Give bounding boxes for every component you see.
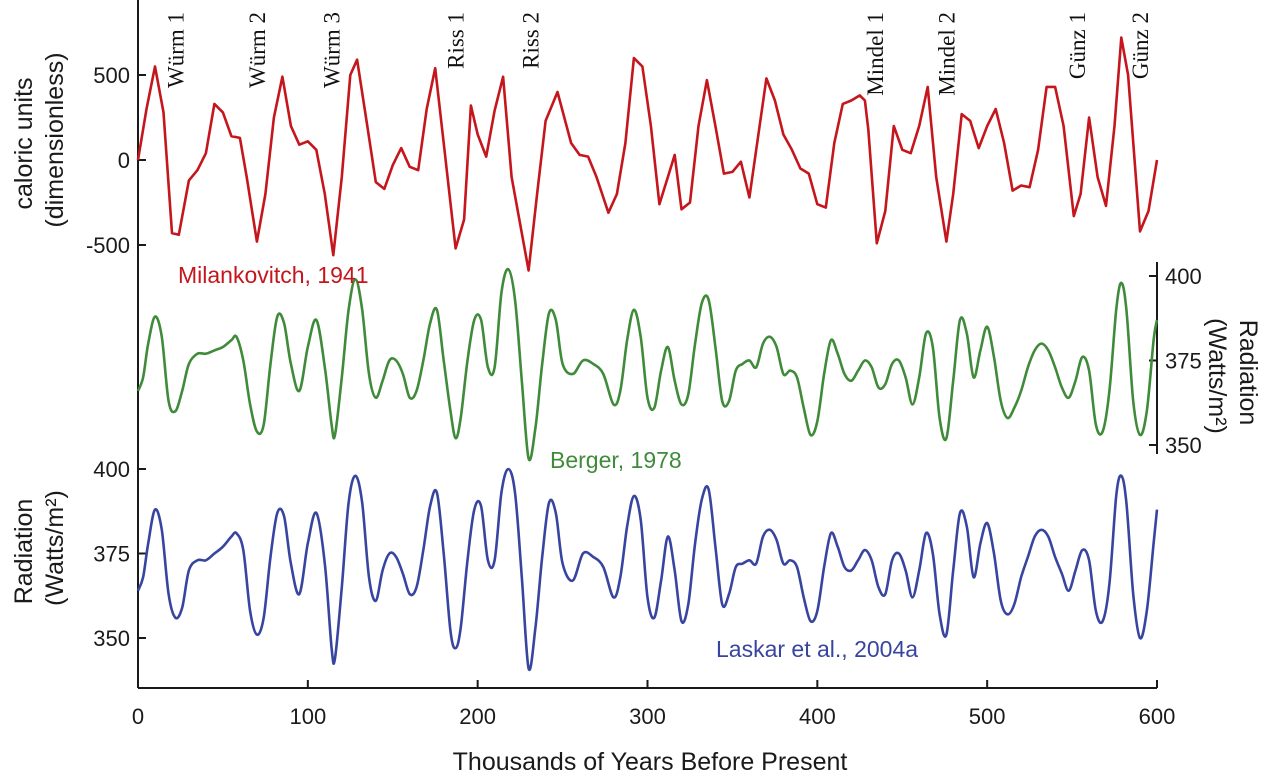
x-tick-label-6: 600 — [1139, 704, 1176, 729]
y-axis-title-laskar-line1: Radiation — [10, 499, 38, 605]
glacial-label-7: Günz 1 — [1065, 12, 1090, 79]
y-axis-title-milankovitch: caloric units (dimensionless) — [10, 52, 69, 227]
y-tick-label-s0-0: 500 — [93, 63, 130, 88]
y-tick-label-s1-2: 350 — [1165, 433, 1202, 458]
y-axis-title-milankovitch-line2: (dimensionless) — [41, 52, 69, 227]
y-axis-title-laskar-line2: (Watts/m²) — [41, 490, 69, 606]
glacial-label-2: Würm 3 — [320, 12, 345, 88]
x-tick-label-0: 0 — [132, 704, 144, 729]
y-tick-label-s2-2: 350 — [93, 626, 130, 651]
y-tick-label-s0-2: -500 — [86, 233, 130, 258]
glacial-label-1: Würm 2 — [245, 12, 270, 88]
series-label-berger: Berger, 1978 — [550, 447, 682, 473]
series-line-2 — [136, 467, 1159, 672]
y-axis-title-laskar: Radiation (Watts/m²) — [10, 490, 69, 606]
glacial-label-6: Mindel 2 — [934, 12, 959, 96]
glacial-label-8: Günz 2 — [1128, 12, 1153, 79]
glacial-label-3: Riss 1 — [444, 12, 469, 69]
y-tick-label-s2-0: 400 — [93, 457, 130, 482]
y-tick-label-s0-1: 0 — [118, 148, 130, 173]
glacial-label-4: Riss 2 — [518, 12, 543, 69]
x-tick-label-2: 200 — [459, 704, 496, 729]
series-line-0 — [136, 36, 1159, 272]
y-tick-label-s2-1: 375 — [93, 542, 130, 567]
y-axis-title-berger: Radiation (Watts/m²) — [1203, 318, 1262, 434]
series-label-laskar: Laskar et al., 2004a — [716, 636, 918, 662]
x-tick-label-1: 100 — [289, 704, 326, 729]
glacial-label-5: Mindel 1 — [863, 12, 888, 96]
x-tick-label-4: 400 — [799, 704, 836, 729]
series-label-milankovitch: Milankovitch, 1941 — [178, 262, 369, 288]
y-axis-title-berger-line1: Radiation — [1234, 320, 1262, 426]
series-line-1 — [136, 267, 1159, 462]
x-tick-label-3: 300 — [629, 704, 666, 729]
y-axis-title-milankovitch-line1: caloric units — [10, 77, 38, 209]
y-tick-label-s1-1: 375 — [1165, 349, 1202, 374]
x-axis-title: Thousands of Years Before Present — [453, 748, 848, 773]
y-axis-title-berger-line2: (Watts/m²) — [1203, 318, 1231, 434]
glacial-label-0: Würm 1 — [163, 12, 188, 88]
x-tick-label-5: 500 — [969, 704, 1006, 729]
y-tick-label-s1-0: 400 — [1165, 264, 1202, 289]
